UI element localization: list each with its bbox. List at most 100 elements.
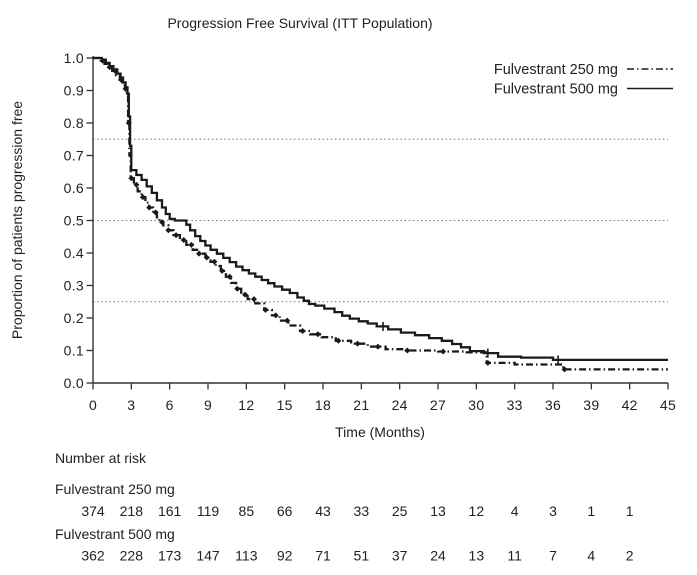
x-tick-label: 33 [507, 397, 523, 413]
risk-value: 85 [239, 503, 255, 519]
risk-value: 11 [507, 548, 522, 564]
risk-value: 71 [315, 548, 331, 564]
x-tick-label: 27 [430, 397, 446, 413]
risk-value: 13 [469, 548, 485, 564]
diamond-marker [152, 209, 159, 216]
x-tick-label: 18 [315, 397, 331, 413]
diamond-marker [242, 291, 249, 298]
risk-value: 7 [549, 548, 557, 564]
risk-value: 51 [354, 548, 370, 564]
axes: 0.00.10.20.30.40.50.60.70.80.91.00 3 6 9 12 1… [64, 50, 676, 413]
risk-value: 37 [392, 548, 408, 564]
x-tick-label: 24 [392, 397, 408, 413]
diamond-marker [262, 306, 269, 313]
risk-value: 218 [120, 503, 144, 519]
risk-value: 1 [587, 503, 595, 519]
x-tick-label: 6 [166, 397, 174, 413]
x-tick-label: 42 [622, 397, 638, 413]
legend-label-fulvestrant-250: Fulvestrant 250 mg [494, 62, 618, 78]
risk-value: 33 [354, 503, 370, 519]
risk-value: 228 [120, 548, 144, 564]
risk-value: 25 [392, 503, 408, 519]
survival-curves [93, 56, 668, 373]
diamond-marker [165, 227, 172, 234]
diamond-marker [561, 366, 568, 373]
y-tick-label: 0.1 [64, 342, 84, 358]
y-tick-label: 0.4 [64, 245, 84, 261]
diamond-marker [128, 175, 135, 182]
y-tick-label: 0.8 [64, 115, 84, 131]
risk-value: 173 [158, 548, 182, 564]
diamond-marker [196, 250, 203, 257]
y-tick-label: 1.0 [64, 50, 84, 66]
risk-row-label-fulvestrant-250: Fulvestrant 250 mg [55, 481, 175, 497]
x-tick-label: 3 [127, 397, 135, 413]
curve-fulvestrant-250-mg [93, 56, 668, 371]
x-tick-label: 15 [277, 397, 293, 413]
y-tick-label: 0.0 [64, 375, 84, 391]
y-axis-title: Proportion of patients progression free [9, 101, 25, 339]
diamond-marker [173, 232, 180, 239]
legend: Fulvestrant 250 mg Fulvestrant 500 mg [494, 62, 673, 98]
diamond-marker [299, 328, 306, 334]
risk-value: 147 [196, 548, 220, 564]
y-tick-label: 0.5 [64, 212, 84, 228]
risk-value: 2 [626, 548, 634, 564]
x-tick-label: 36 [545, 397, 561, 413]
x-tick-label: 30 [468, 397, 484, 413]
y-tick-label: 0.6 [64, 180, 84, 196]
curve-fulvestrant-500-mg [93, 56, 668, 362]
reference-lines [93, 138, 668, 303]
diamond-marker [335, 337, 342, 344]
x-axis-title: Time (Months) [335, 424, 425, 440]
risk-value: 374 [81, 503, 105, 519]
diamond-marker [139, 194, 146, 201]
diamond-marker [404, 347, 411, 354]
diamond-marker [159, 219, 165, 226]
risk-value: 66 [277, 503, 293, 519]
diamond-marker [219, 267, 226, 274]
risk-value: 12 [469, 503, 485, 519]
y-tick-label: 0.3 [64, 277, 84, 293]
x-tick-label: 9 [204, 397, 212, 413]
diamond-marker [484, 359, 491, 366]
risk-value: 3 [549, 503, 557, 519]
diamond-marker [354, 340, 361, 347]
x-tick-label: 0 [89, 397, 97, 413]
diamond-marker [234, 285, 241, 292]
diamond-marker [226, 273, 233, 280]
diamond-marker [133, 181, 140, 188]
risk-value: 119 [197, 503, 220, 519]
risk-value: 161 [158, 503, 182, 519]
diamond-marker [146, 204, 153, 211]
risk-value: 4 [587, 548, 595, 564]
diamond-marker [440, 348, 447, 355]
risk-value: 4 [511, 503, 519, 519]
x-tick-label: 21 [353, 397, 369, 413]
risk-value: 24 [430, 548, 446, 564]
y-tick-label: 0.9 [64, 82, 84, 98]
x-tick-label: 45 [660, 397, 676, 413]
chart-title: Progression Free Survival (ITT Populatio… [167, 15, 432, 31]
diamond-marker [211, 258, 218, 265]
risk-row-label-fulvestrant-500: Fulvestrant 500 mg [55, 526, 175, 542]
x-tick-label: 39 [583, 397, 599, 413]
diamond-marker [374, 343, 381, 350]
diamond-marker [180, 237, 187, 243]
y-tick-label: 0.7 [64, 147, 84, 163]
diamond-marker [203, 254, 210, 261]
legend-label-fulvestrant-500: Fulvestrant 500 mg [494, 82, 618, 98]
number-at-risk-table: Number at risk Fulvestrant 250 mg Fulves… [55, 450, 634, 564]
risk-table-heading: Number at risk [55, 450, 147, 466]
risk-value: 13 [430, 503, 446, 519]
diamond-marker [272, 312, 279, 319]
y-tick-label: 0.2 [64, 310, 84, 326]
risk-value: 362 [81, 548, 105, 564]
risk-value: 92 [277, 548, 293, 564]
diamond-marker [314, 331, 321, 338]
diamond-marker [251, 296, 257, 303]
diamond-marker [284, 317, 291, 324]
